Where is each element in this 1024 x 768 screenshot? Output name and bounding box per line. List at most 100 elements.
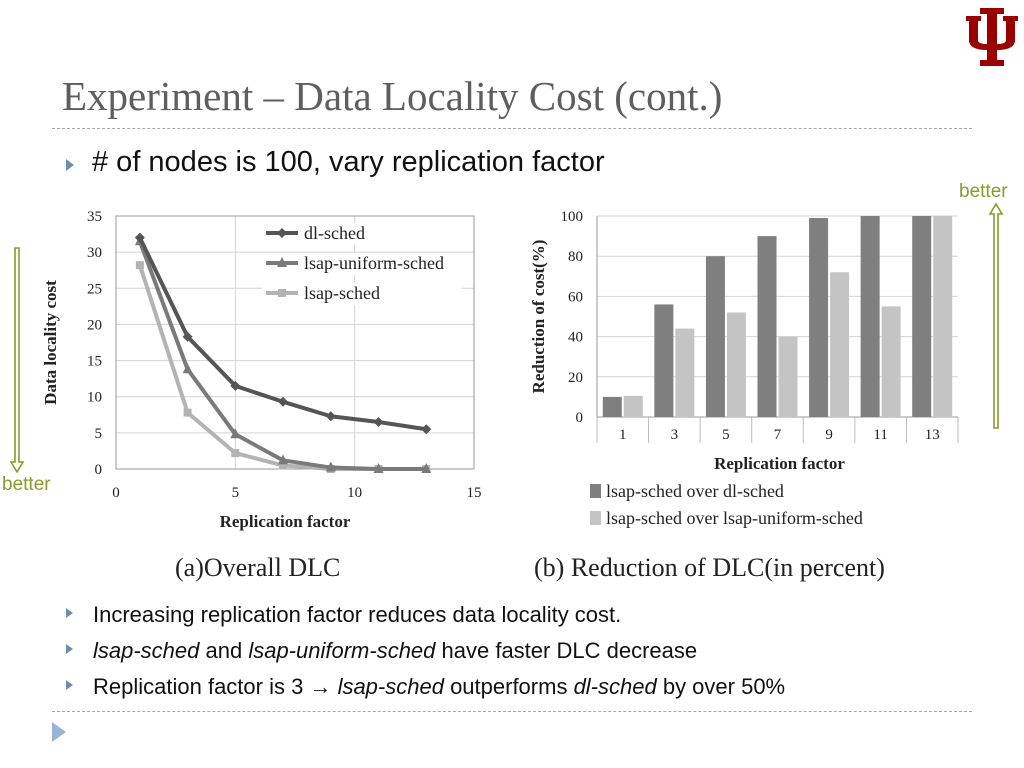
chart-a-data-point — [279, 461, 288, 470]
chart-a-xtick-label: 15 — [467, 485, 482, 501]
chart-b-yaxis-label: Reduction of cost(%) — [529, 240, 548, 394]
chart-b-legend-label: lsap-sched over dl-sched — [606, 481, 784, 501]
better-label-left: better — [2, 474, 51, 495]
chart-a-data-point — [230, 380, 241, 391]
chart-b-xtick-label: 13 — [925, 427, 940, 443]
chart-a-data-point — [421, 424, 432, 435]
chart-b-legend-label: lsap-sched over lsap-uniform-sched — [606, 508, 863, 528]
chart-b-bar-uniform — [675, 328, 695, 417]
chart-b-caption: (b) Reduction of DLC(in percent) — [534, 553, 885, 582]
better-label-right: better — [959, 181, 1008, 202]
sub-bullet-text-part: lsap-uniform-sched — [248, 638, 436, 663]
chart-b-ytick-label: 0 — [576, 410, 584, 426]
chart-a-xtick-label: 5 — [232, 485, 240, 501]
chart-b-legend-swatch — [590, 484, 601, 498]
chart-a-legend-bg — [262, 283, 462, 305]
slide-title: Experiment – Data Locality Cost (cont.) — [62, 73, 723, 119]
chart-a-xtick-label: 10 — [347, 485, 362, 501]
chart-b-bar-dl — [860, 216, 880, 417]
main-bullet-text: # of nodes is 100, vary replication fact… — [92, 146, 605, 178]
chart-a-data-point — [278, 454, 289, 465]
chart-b-xtick-label: 9 — [825, 427, 833, 443]
chart-b-bar-dl — [757, 236, 777, 417]
chart-a-xaxis-label: Replication factor — [220, 512, 351, 531]
university-logo — [966, 6, 1018, 73]
chart-b-ytick-label: 80 — [568, 249, 583, 265]
chart-a-ytick-label: 20 — [87, 317, 102, 333]
chart-a-legend-marker — [278, 289, 286, 297]
sub-bullet-marker — [66, 608, 73, 618]
slide-nav-arrow[interactable] — [52, 722, 66, 742]
chart-b-bar-uniform — [623, 395, 643, 417]
sub-bullet-text-part: and — [199, 638, 249, 663]
chart-b-xtick-label: 3 — [671, 427, 679, 443]
sub-bullet-2: lsap-sched and lsap-uniform-sched have f… — [93, 638, 697, 664]
main-bullet-marker — [66, 159, 74, 171]
chart-a-caption: (a)Overall DLC — [175, 553, 341, 582]
chart-a-ytick-label: 10 — [87, 390, 102, 406]
chart-b-ytick-label: 60 — [568, 289, 583, 305]
sub-bullet-3: Replication factor is 3 → lsap-sched out… — [93, 674, 785, 700]
chart-a-data-point — [373, 417, 384, 428]
chart-a-data-point — [134, 232, 145, 243]
chart-b-bar-uniform — [726, 312, 746, 417]
sub-bullet-text-part: Replication factor is 3 — [93, 674, 310, 699]
sub-bullet-text-part: by over 50% — [656, 674, 786, 699]
sub-bullet-marker — [66, 680, 73, 690]
chart-b-bar-dl — [809, 218, 829, 417]
sub-bullet-text-part: outperforms — [443, 674, 574, 699]
chart-a-data-point — [135, 261, 144, 270]
chart-a-legend-bg — [262, 223, 462, 245]
chart-b-bar-dl — [705, 256, 725, 417]
chart-b-bar-dl — [602, 396, 622, 417]
sub-bullet-text-part: lsap-sched — [93, 638, 200, 663]
sub-bullet-1: Increasing replication factor reduces da… — [93, 602, 621, 628]
chart-a-data-point — [325, 411, 336, 422]
chart-a-data-point — [182, 331, 193, 342]
footer-divider — [52, 711, 972, 712]
chart-a-ytick-label: 25 — [87, 281, 102, 297]
chart-a-data-point — [325, 461, 336, 472]
chart-a-ytick-label: 30 — [87, 245, 102, 261]
chart-a-legend-label: lsap-sched — [304, 283, 380, 303]
chart-b-ytick-label: 100 — [561, 209, 584, 225]
chart-b-bar-uniform — [881, 306, 901, 417]
chart-a-data-point — [183, 408, 192, 417]
chart-b-xaxis-label: Replication factor — [714, 454, 845, 473]
chart-a-series-line-1 — [137, 240, 427, 471]
chart-a-legend-bg — [262, 253, 462, 275]
chart-a-yaxis-label: Data locality cost — [41, 280, 60, 405]
sub-bullet-text-part: have faster DLC decrease — [435, 638, 698, 663]
sub-bullet-marker — [66, 644, 73, 654]
chart-b-xtick-label: 11 — [873, 427, 887, 443]
chart-b-bar-uniform — [778, 336, 798, 417]
chart-a-legend-marker — [277, 228, 287, 238]
chart-b-bar-uniform — [830, 272, 850, 417]
chart-b-ytick-label: 40 — [568, 330, 583, 346]
chart-a-ytick-label: 35 — [87, 209, 102, 225]
chart-a-data-point — [230, 428, 241, 439]
chart-a-data-point — [421, 463, 432, 473]
chart-b-bar-uniform — [933, 216, 953, 417]
chart-a-data-point — [231, 449, 240, 458]
chart-b-ytick-label: 20 — [568, 370, 583, 386]
chart-a-legend-label: dl-sched — [304, 223, 365, 243]
chart-b-bar-dl — [654, 304, 674, 417]
chart-a-legend-marker — [277, 257, 287, 267]
chart-b-bar-dl — [912, 216, 932, 417]
chart-a-legend-label: lsap-uniform-sched — [304, 253, 444, 273]
better-up-arrow — [988, 202, 1004, 429]
chart-a-data-point — [373, 463, 384, 473]
sub-bullet-text-part: Increasing replication factor reduces da… — [93, 602, 622, 627]
title-divider — [52, 128, 972, 129]
chart-a-ytick-label: 0 — [95, 462, 103, 478]
chart-a-plot-frame — [115, 215, 475, 470]
dlc-line-chart: 0 5 10 15 20 25 30 35 0 5 10 15 Replication factor Da… — [41, 209, 482, 531]
chart-a-ytick-label: 15 — [87, 354, 102, 370]
better-down-arrow — [9, 247, 25, 474]
chart-b-legend-swatch — [590, 511, 601, 525]
chart-a-ytick-label: 5 — [95, 426, 103, 442]
chart-a-data-point — [182, 363, 193, 374]
sub-bullet-text-part: dl-sched — [573, 674, 657, 699]
chart-a-data-point — [278, 396, 289, 407]
